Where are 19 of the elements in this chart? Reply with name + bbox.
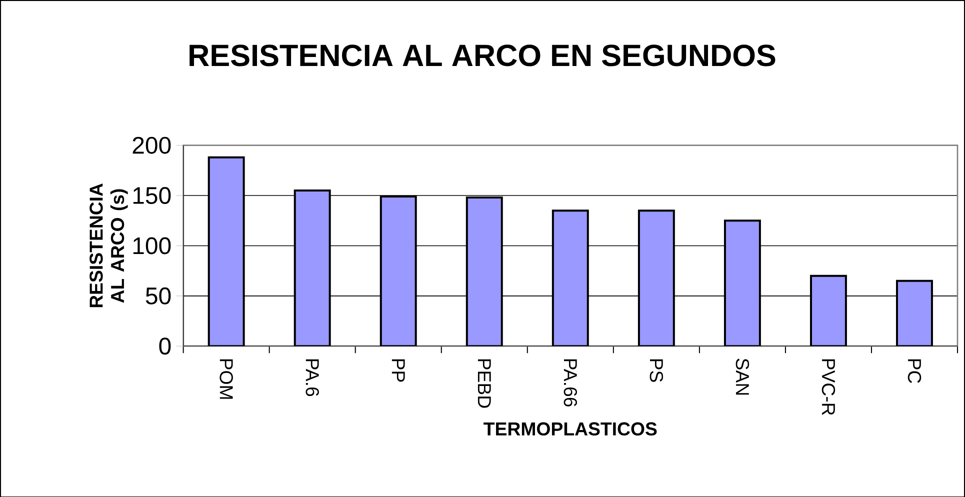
y-tick-label: 100: [133, 237, 171, 254]
x-tick-label: PVC-R: [822, 359, 836, 415]
x-tick-label: PEBD: [478, 359, 491, 408]
x-tick-label: PC: [908, 359, 922, 383]
x-tick-label: PS: [650, 359, 664, 382]
y-axis-title: RESISTENCIA AL ARCO (s): [90, 183, 128, 307]
chart-title: RESISTENCIA AL ARCO EN SEGUNDOS: [190, 44, 776, 66]
x-tick-label: PA.6: [306, 359, 319, 396]
x-axis-title: TERMOPLASTICOS: [484, 422, 657, 436]
x-tick-label: SAN: [736, 358, 750, 394]
bar: [896, 280, 933, 346]
y-tick-label: 150: [133, 186, 171, 204]
y-tick-label: 200: [132, 136, 171, 154]
y-tick-label: 0: [159, 337, 171, 354]
x-tick-label: PA.66: [564, 359, 578, 406]
x-tick-label: POM: [220, 359, 233, 399]
y-tick-label: 50: [146, 287, 171, 304]
bar: [208, 156, 245, 346]
x-tick-label: PP: [392, 359, 405, 382]
